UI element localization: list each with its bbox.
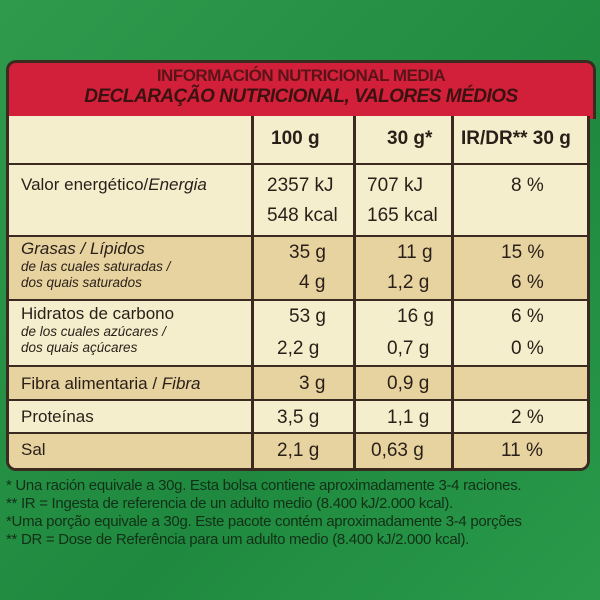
value-100g: 3,5 g xyxy=(277,407,320,428)
value-100g: 2,2 g xyxy=(277,338,320,359)
header-30g: 30 g* xyxy=(387,128,433,149)
value-30g: 1,1 g xyxy=(387,407,430,428)
table-row: Grasas / Lípidos de las cuales saturadas… xyxy=(9,235,587,301)
value-30g: 1,2 g xyxy=(387,272,430,293)
value-100g: 2,1 g xyxy=(277,440,320,461)
footnote: * Una ración equivale a 30g. Esta bolsa … xyxy=(6,477,522,494)
value-100g: 53 g xyxy=(289,306,326,327)
footnote: *Uma porção equivale a 30g. Este pacote … xyxy=(6,513,522,530)
value-ir: 0 % xyxy=(511,338,544,359)
row-label: Hidratos de carbono xyxy=(21,304,175,323)
header-100g: 100 g xyxy=(271,128,320,149)
value-30g: 0,9 g xyxy=(387,373,430,394)
footnote: ** IR = Ingesta de referencia de un adul… xyxy=(6,495,453,512)
value-100g: 4 g xyxy=(299,272,326,293)
column-divider xyxy=(353,116,356,468)
value-100g: 3 g xyxy=(299,373,326,394)
value-ir: 6 % xyxy=(511,306,544,327)
sub-label: dos quais açúcares xyxy=(21,340,138,355)
value-30g: 0,7 g xyxy=(387,338,430,359)
sub-label: dos quais saturados xyxy=(21,275,142,290)
footnote: ** DR = Dose de Referência para um adult… xyxy=(6,531,470,548)
table-row: Proteínas 3,5 g 1,1 g 2 % xyxy=(9,399,587,434)
row-label: Grasas / Lípidos xyxy=(21,239,145,258)
column-divider xyxy=(451,116,454,468)
sub-label: de los cuales azúcares / xyxy=(21,324,166,339)
table-row: Valor energético/Energia 2357 kJ 707 kJ … xyxy=(9,163,587,237)
table-row: Hidratos de carbono de los cuales azúcar… xyxy=(9,299,587,367)
value-100g: 35 g xyxy=(289,242,326,263)
value-30g: 11 g xyxy=(397,242,433,263)
column-divider xyxy=(251,116,254,468)
value-ir: 2 % xyxy=(511,407,544,428)
nutrition-table: 100 g 30 g* IR/DR** 30 g Valor energétic… xyxy=(6,116,590,471)
sub-label: de las cuales saturadas / xyxy=(21,259,171,274)
value-100g-kcal: 548 kcal xyxy=(267,205,338,226)
table-row: Sal 2,1 g 0,63 g 11 % xyxy=(9,432,587,468)
value-ir: 6 % xyxy=(511,272,544,293)
title-spanish: INFORMACIÓN NUTRICIONAL MEDIA xyxy=(156,66,446,85)
value-30g: 16 g xyxy=(397,306,434,327)
value-100g: 2357 kJ xyxy=(267,175,334,196)
row-label: Fibra alimentaria / Fibra xyxy=(21,374,201,393)
table-row: Fibra alimentaria / Fibra 3 g 0,9 g xyxy=(9,365,587,401)
value-ir: 11 % xyxy=(501,440,543,461)
title-portuguese: DECLARAÇÃO NUTRICIONAL, VALORES MÉDIOS xyxy=(84,86,518,107)
value-30g: 707 kJ xyxy=(367,175,423,196)
value-30g: 0,63 g xyxy=(371,440,424,461)
header-row: 100 g 30 g* IR/DR** 30 g xyxy=(9,116,587,163)
row-label: Valor energético/Energia xyxy=(21,175,207,194)
footnotes: * Una ración equivale a 30g. Esta bolsa … xyxy=(6,477,522,549)
value-ir: 15 % xyxy=(501,242,545,263)
row-label: Sal xyxy=(21,440,46,459)
value-ir: 8 % xyxy=(511,175,544,196)
title-band: INFORMACIÓN NUTRICIONAL MEDIA DECLARAÇÃO… xyxy=(6,60,596,119)
row-label: Proteínas xyxy=(21,407,94,426)
value-30g-kcal: 165 kcal xyxy=(367,205,438,226)
header-ir: IR/DR** 30 g xyxy=(461,128,571,149)
